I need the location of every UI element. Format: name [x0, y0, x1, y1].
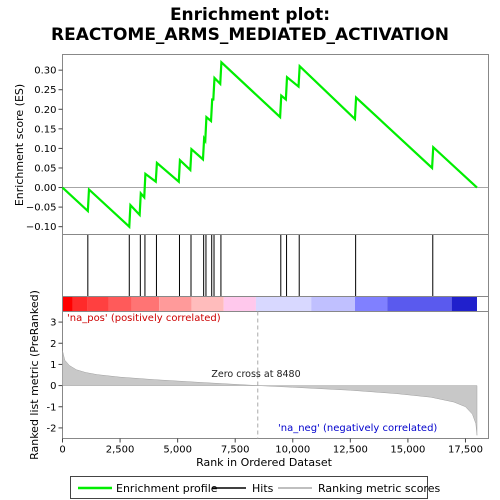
chart-title-line2: REACTOME_ARMS_MEDIATED_ACTIVATION [51, 25, 449, 45]
ranked-xtick-label: 15,000 [390, 445, 425, 456]
ranked-xtick-label: 12,500 [333, 445, 368, 456]
colorbar-segment [87, 297, 109, 311]
ranked-xtick-label: 7,500 [221, 445, 250, 456]
es-ytick-label: 0.05 [34, 163, 56, 174]
ranked-ytick-label: 3 [50, 318, 56, 329]
ranked-xtick-label: 10,000 [275, 445, 310, 456]
pos-correlated-label: 'na_pos' (positively correlated) [67, 313, 221, 324]
es-ytick-label: 0.10 [34, 144, 56, 155]
colorbar-segment [108, 297, 132, 311]
ranked-ylabel: Ranked list metric (PreRanked) [28, 290, 41, 460]
es-ytick-label: 0.25 [34, 85, 56, 96]
colorbar-segment [191, 297, 224, 311]
colorbar-segment [131, 297, 160, 311]
ranking-metric-area [62, 350, 478, 436]
ranked-xtick-label: 2,500 [106, 445, 135, 456]
ranked-ytick-label: -2 [47, 423, 57, 434]
colorbar-segment [62, 297, 73, 311]
es-ytick-label: −0.10 [26, 222, 57, 233]
colorbar-segment [451, 297, 477, 311]
neg-correlated-label: 'na_neg' (negatively correlated) [278, 423, 437, 434]
zero-cross-label: Zero cross at 8480 [211, 369, 300, 380]
ranked-xtick-label: 5,000 [163, 445, 192, 456]
legend-box [70, 476, 428, 499]
colorbar-segment [255, 297, 312, 311]
hits-panel-frame [62, 234, 489, 297]
es-ytick-label: 0.20 [34, 105, 56, 116]
es-ytick-label: 0.00 [34, 183, 56, 194]
ranked-xtick-label: 17,500 [448, 445, 483, 456]
chart-title-line1: Enrichment plot: [170, 5, 330, 25]
colorbar-segment [387, 297, 452, 311]
legend-metric-label: Ranking metric scores [318, 482, 440, 495]
colorbar-segment [159, 297, 192, 311]
ranked-ytick-label: 1 [50, 360, 56, 371]
es-ytick-label: 0.30 [34, 66, 56, 77]
ranked-xlabel: Rank in Ordered Dataset [196, 456, 333, 469]
ranked-panel-frame [62, 311, 489, 439]
es-ytick-label: −0.05 [26, 203, 57, 214]
es-panel-frame [62, 54, 489, 235]
colorbar-segment [311, 297, 355, 311]
colorbar-segment [354, 297, 388, 311]
es-ylabel: Enrichment score (ES) [13, 84, 26, 206]
es-ytick-label: 0.15 [34, 124, 56, 135]
ranked-ytick-label: -1 [47, 402, 57, 413]
ranked-xtick-label: 0 [59, 445, 65, 456]
rank-colorbar [62, 297, 477, 311]
ranked-ytick-label: 2 [50, 339, 56, 350]
colorbar-segment [72, 297, 88, 311]
legend-enrichment-label: Enrichment profile [116, 482, 218, 495]
ranked-ytick-label: 0 [50, 381, 56, 392]
legend-hits-label: Hits [252, 482, 274, 495]
enrichment-profile-line [61, 59, 478, 230]
colorbar-segment [223, 297, 256, 311]
